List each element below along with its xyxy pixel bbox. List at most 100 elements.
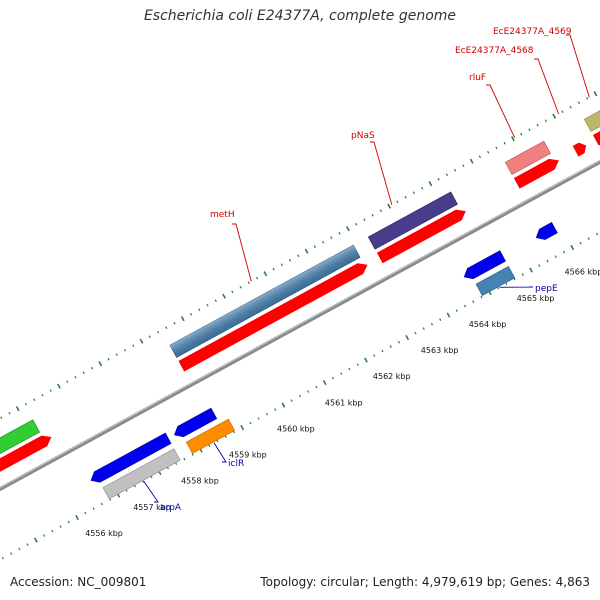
scale-tick [480, 295, 483, 299]
gene-label-pepE[interactable]: pepE [535, 284, 558, 294]
scale-tick [439, 318, 442, 321]
scale-tick [8, 411, 11, 415]
scale-tick [173, 321, 176, 325]
scale-tick [67, 520, 70, 524]
scale-label: 4559 kbp [229, 451, 267, 460]
gene-label-pNaS[interactable]: pNaS [351, 131, 375, 141]
gene-bar-metH-shade [169, 245, 361, 358]
cds-arrow-EcE24377A_4568[interactable] [572, 140, 589, 157]
scale-tick [340, 372, 343, 375]
cds-arrow-rluF[interactable] [513, 155, 562, 189]
cds-arrow-pNaS[interactable] [376, 206, 469, 264]
scale-tick [478, 155, 482, 159]
scale-tick [338, 231, 341, 235]
gene-label-metH[interactable]: metH [210, 210, 235, 220]
gene-label-iclR[interactable]: iclR [228, 459, 244, 469]
scale-tick [554, 255, 557, 258]
scale-tick [381, 349, 384, 353]
scale-tick [198, 308, 201, 312]
scale-label: 4566 kbp [565, 268, 600, 277]
scale-tick [74, 375, 77, 379]
scale-tick [156, 330, 160, 334]
scale-tick [528, 128, 531, 132]
scale-label: 4557 kbp [133, 503, 171, 512]
scale-tick [148, 335, 151, 339]
scale-tick [437, 177, 440, 181]
gene-label-arpA[interactable]: arpA [160, 503, 182, 513]
cds-arrow-metH[interactable] [178, 259, 370, 372]
map-title: Escherichia coli E24377A, complete genom… [143, 8, 457, 24]
gene-bar-arpA[interactable] [102, 448, 181, 500]
scale-tick [263, 271, 268, 277]
scale-tick [414, 331, 417, 335]
scale-tick [115, 353, 118, 357]
scale-tick [165, 326, 168, 330]
scale-tick [495, 146, 498, 150]
scale-tick [421, 186, 424, 190]
scale-tick [280, 263, 283, 267]
scale-tick [180, 316, 185, 322]
scale-label: 4563 kbp [421, 346, 459, 355]
scale-tick [521, 273, 524, 276]
scale-tick [445, 173, 448, 177]
scale-label: 4561 kbp [325, 398, 363, 407]
cds-arrow[interactable] [533, 222, 558, 243]
gene-label-EcE24377A_4568[interactable]: EcE24377A_4568 [455, 46, 534, 56]
scale-tick [139, 338, 144, 344]
scale-tick [404, 195, 407, 199]
scale-tick [304, 248, 309, 254]
leader-line-pNaS [370, 141, 393, 205]
cds-arrow[interactable] [0, 432, 54, 495]
scale-label: 4558 kbp [181, 477, 219, 486]
gene-bar-pNaS[interactable] [367, 191, 458, 250]
scale-tick [265, 412, 269, 416]
scale-tick [9, 552, 13, 555]
gene-bar[interactable] [0, 419, 41, 482]
scale-tick [348, 367, 351, 371]
scale-tick [214, 299, 217, 303]
cds-arrow-pepE[interactable] [461, 250, 506, 283]
scale-tick [469, 158, 474, 164]
scale-tick [544, 119, 548, 123]
scale-tick [240, 425, 245, 431]
genome-backbone [0, 123, 600, 510]
scale-tick [57, 383, 61, 389]
scale-tick [412, 191, 415, 195]
scale-tick [239, 285, 242, 289]
scale-tick [92, 507, 95, 510]
gene-bar-iclR[interactable] [185, 418, 236, 454]
scale-tick [511, 136, 515, 142]
scale-tick [570, 245, 575, 251]
scale-tick [538, 264, 541, 267]
leader-line-arpA [143, 480, 159, 503]
scale-tick [82, 371, 85, 375]
scale-tick [315, 385, 318, 389]
scale-tick [107, 357, 110, 361]
gene-bar-EcE24377A_4569[interactable] [583, 85, 600, 132]
cds-arrow-arpA[interactable] [88, 432, 172, 486]
gene-bar-pepE[interactable] [475, 266, 516, 296]
scale-tick [206, 303, 209, 307]
gene-bar-rluF[interactable] [504, 140, 551, 175]
scale-tick [15, 406, 20, 412]
gene-label-EcE24377A_4569[interactable]: EcE24377A_4569 [493, 27, 572, 37]
scale-tick [379, 209, 382, 213]
cds-arrow-iclR[interactable] [172, 407, 218, 440]
scale-tick [298, 394, 302, 398]
scale-tick [222, 293, 226, 299]
scale-label: 4564 kbp [469, 320, 507, 329]
scale-tick [562, 250, 566, 254]
scale-tick [231, 290, 234, 294]
scale-tick [593, 91, 598, 97]
scale-tick [577, 101, 581, 105]
gene-label-rluF[interactable]: rluF [469, 73, 486, 83]
scale-tick [552, 113, 557, 119]
scale-tick [364, 357, 368, 363]
scale-tick [1, 556, 4, 560]
scale-tick [183, 457, 186, 461]
scale-tick [389, 345, 392, 348]
scale-tick [356, 363, 359, 366]
scale-tick [41, 393, 44, 397]
scale-tick [536, 123, 539, 127]
scale-tick [561, 110, 564, 114]
